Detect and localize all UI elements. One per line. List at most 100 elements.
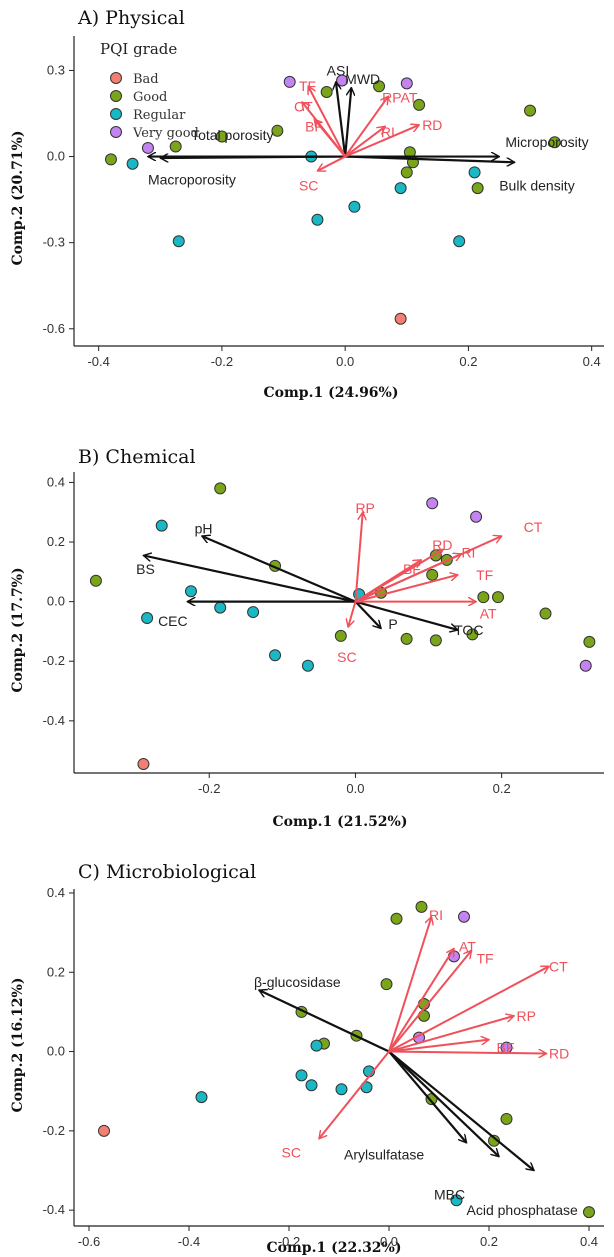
point-good <box>320 85 333 98</box>
panel-title: C) Microbiological <box>78 861 256 883</box>
vector-tf <box>308 86 347 158</box>
point-good <box>380 978 393 991</box>
vector-macroporosity <box>160 157 346 158</box>
plot-marks: -0.6 -0.4 -0.2 0.0 0.2 0.4 -0.4 -0.2 0.0 0.2 0.4 β-… <box>43 885 604 1249</box>
point-good <box>413 98 426 111</box>
vector-label-microporosity: Microporosity <box>505 134 588 150</box>
y-tick-label: -0.4 <box>43 713 65 728</box>
point-regular <box>394 182 407 195</box>
vector-label-ph: pH <box>195 521 213 537</box>
vector-bf <box>314 119 346 158</box>
vector-asi <box>336 82 347 157</box>
vector-label-bf: BF <box>305 118 323 134</box>
x-tick-label: 0.4 <box>583 354 601 369</box>
vector-rd <box>344 125 419 158</box>
vector-bf <box>388 1040 489 1053</box>
point-good <box>429 634 442 647</box>
point-very-good <box>458 910 470 923</box>
vector-tf <box>388 950 472 1053</box>
legend: PQI grade Bad Good Regular Very good <box>100 40 199 141</box>
vector-ph <box>202 536 356 603</box>
x-axis-title: Comp.1 (21.52%) <box>273 814 408 830</box>
point-very-good <box>400 77 413 90</box>
vector-label-rp: RP <box>517 1008 536 1024</box>
panel-title: A) Physical <box>77 7 185 29</box>
vector-label-sc: SC <box>337 649 356 665</box>
point-good <box>426 568 439 581</box>
vector-label-mbc: MBC <box>434 1186 465 1202</box>
point-regular <box>468 166 481 179</box>
vector-at <box>388 948 455 1053</box>
y-tick-label: 0.3 <box>47 62 65 77</box>
legend-label-regular: Regular <box>133 108 186 123</box>
point-good <box>400 632 413 645</box>
vector-label-at: AT <box>459 938 476 954</box>
legend-swatch-bad <box>110 72 122 84</box>
x-tick-label: 0.0 <box>380 1234 398 1249</box>
vector-label-cec: CEC <box>158 613 188 629</box>
vector-mwd <box>344 88 351 157</box>
x-tick-label: -0.6 <box>78 1234 100 1249</box>
y-axis-title: Comp.2 (16.12%) <box>10 978 26 1113</box>
x-tick-label: -0.2 <box>211 354 233 369</box>
point-good <box>466 628 479 641</box>
legend-title: PQI grade <box>100 40 177 58</box>
point-very-good <box>283 75 296 88</box>
vector-rd <box>388 1052 547 1054</box>
vector-label-at: AT <box>480 606 497 622</box>
point-bad <box>137 758 150 771</box>
vector-label-glucosidase: β-glucosidase <box>254 974 341 990</box>
point-good <box>390 912 403 925</box>
x-tick-label: 0.4 <box>580 1234 598 1249</box>
y-tick-label: -0.2 <box>43 653 65 668</box>
panel-physical: A) Physical Comp.1 (24.96%) Comp.2 (20.7… <box>10 7 604 401</box>
point-good <box>104 153 117 166</box>
x-tick-label: -0.4 <box>87 354 109 369</box>
y-tick-label: -0.3 <box>43 235 65 250</box>
vector-p <box>354 600 381 629</box>
point-good <box>583 635 596 648</box>
vector-label-bulk-density: Bulk density <box>499 177 574 193</box>
legend-label-good: Good <box>133 90 167 105</box>
vector-arylsulfatase <box>388 1050 467 1143</box>
point-regular <box>295 1069 308 1082</box>
vector-label-rd: RD <box>549 1046 569 1062</box>
vector-glucosidase <box>259 990 390 1053</box>
x-tick-label: -0.4 <box>178 1234 200 1249</box>
point-good <box>539 607 552 620</box>
y-tick-label: 0.0 <box>47 594 65 609</box>
vector-label-ct: CT <box>549 958 568 974</box>
vector-label-arylsulfatase: Arylsulfatase <box>344 1147 424 1163</box>
vector-bs <box>143 555 356 603</box>
vector-acid-phosphatase <box>388 1050 534 1171</box>
legend-label-very-good: Very good <box>132 126 199 141</box>
point-regular <box>310 1039 323 1052</box>
point-regular <box>453 235 466 248</box>
point-good <box>583 1206 595 1219</box>
vector-rpat <box>344 96 388 158</box>
x-tick-label: -0.2 <box>278 1234 300 1249</box>
vector-ct <box>355 536 501 603</box>
point-regular <box>155 519 168 532</box>
point-good <box>524 104 537 117</box>
x-tick-label: 0.2 <box>493 781 511 796</box>
point-good <box>500 1112 513 1125</box>
point-good <box>400 166 413 179</box>
x-tick-label: 0.2 <box>480 1234 498 1249</box>
point-regular <box>348 200 361 213</box>
vector-tf <box>355 575 457 603</box>
point-good <box>471 182 484 195</box>
vector-label-asi: ASI <box>327 62 350 78</box>
x-axis-title: Comp.1 (24.96%) <box>264 385 399 401</box>
point-bad <box>394 312 407 325</box>
x-tick-label: 0.2 <box>459 354 477 369</box>
point-regular <box>184 585 197 598</box>
vector-rp <box>388 1016 514 1053</box>
x-tick-label: 0.0 <box>346 781 364 796</box>
point-good <box>415 900 428 913</box>
point-regular <box>450 1194 463 1207</box>
point-good <box>214 482 227 495</box>
vector-label-tf: TF <box>299 78 316 94</box>
point-regular <box>305 1079 318 1092</box>
